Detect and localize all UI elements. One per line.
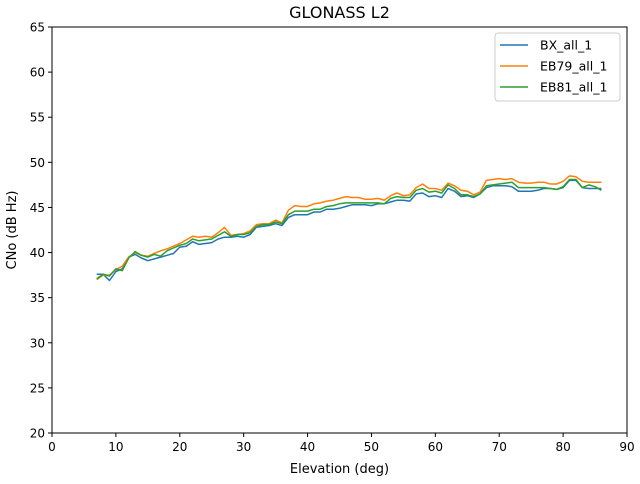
y-axis: 20 25 30 35 40 45 50 55 60 65 xyxy=(30,21,52,441)
y-tick-label: 40 xyxy=(30,246,45,260)
legend: BX_all_1 EB79_all_1 EB81_all_1 xyxy=(494,32,621,102)
series-line-BX_all_1 xyxy=(96,179,602,282)
y-tick-label: 60 xyxy=(30,66,45,80)
y-tick-label: 65 xyxy=(30,21,45,35)
x-tick-label: 20 xyxy=(172,440,187,454)
y-tick-label: 35 xyxy=(30,291,45,305)
x-tick-label: 10 xyxy=(108,440,123,454)
legend-label: EB79_all_1 xyxy=(540,59,607,74)
x-tick-label: 30 xyxy=(236,440,251,454)
series-line-EB79_all_1 xyxy=(96,175,602,281)
plot-frame xyxy=(51,26,628,434)
x-tick-label: 60 xyxy=(428,440,443,454)
x-tick-label: 0 xyxy=(48,440,56,454)
x-tick-label: 90 xyxy=(619,440,634,454)
y-tick-label: 50 xyxy=(30,156,45,170)
x-tick-label: 40 xyxy=(300,440,315,454)
y-tick-label: 25 xyxy=(30,381,45,395)
legend-label: BX_all_1 xyxy=(540,38,592,53)
y-axis-label: CNo (dB Hz) xyxy=(5,191,20,270)
x-tick-label: 70 xyxy=(492,440,507,454)
x-axis: 0 10 20 30 40 50 60 70 80 90 xyxy=(48,433,635,454)
x-axis-label: Elevation (deg) xyxy=(290,462,389,477)
legend-frame xyxy=(494,32,621,102)
y-tick-label: 30 xyxy=(30,336,45,350)
legend-label: EB81_all_1 xyxy=(540,80,607,95)
x-tick-label: 50 xyxy=(364,440,379,454)
y-tick-label: 45 xyxy=(30,201,45,215)
series-layer xyxy=(96,175,602,282)
series-line-EB81_all_1 xyxy=(96,178,602,280)
y-tick-label: 55 xyxy=(30,111,45,125)
chart-title: GLONASS L2 xyxy=(289,3,390,22)
x-tick-label: 80 xyxy=(555,440,570,454)
y-tick-label: 20 xyxy=(30,427,45,441)
